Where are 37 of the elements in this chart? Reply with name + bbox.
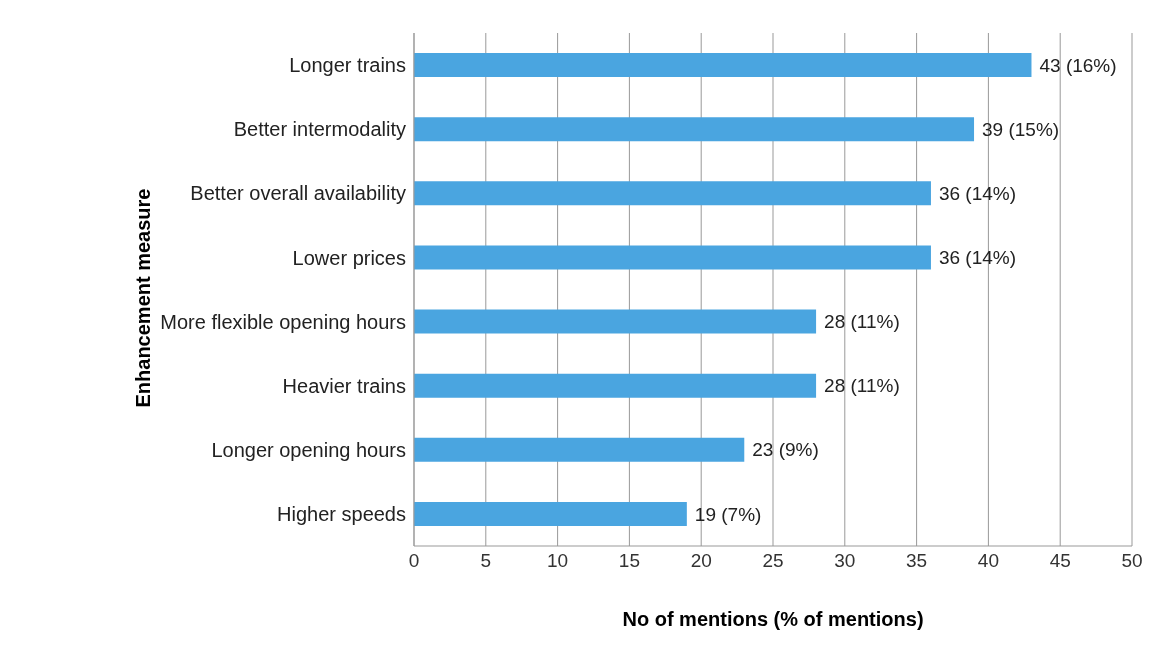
- y-tick-label: Lower prices: [292, 246, 406, 269]
- x-tick-label: 45: [1049, 550, 1071, 572]
- data-label: 19 (7%): [694, 503, 762, 525]
- x-tick-label: 20: [690, 550, 712, 572]
- data-label: 28 (11%): [824, 375, 900, 397]
- x-tick-label: 0: [408, 550, 420, 572]
- y-tick-label: More flexible opening hours: [160, 310, 406, 333]
- x-tick-label: 30: [834, 550, 856, 572]
- x-tick-label: 35: [906, 550, 928, 572]
- data-label: 43 (16%): [1039, 54, 1117, 76]
- data-label: 28 (11%): [824, 311, 900, 333]
- bar: [414, 309, 817, 334]
- bar: [414, 117, 975, 142]
- bar: [414, 501, 687, 526]
- x-tick-label: 40: [977, 550, 999, 572]
- y-tick-label: Better overall availability: [190, 182, 406, 205]
- y-tick-label: Better intermodality: [233, 118, 406, 141]
- bar: [414, 181, 931, 206]
- x-tick-label: 50: [1121, 550, 1143, 572]
- x-tick-label: 15: [618, 550, 640, 572]
- data-label: 39 (15%): [982, 118, 1060, 140]
- y-tick-label: Longer opening hours: [211, 438, 406, 461]
- data-label: 23 (9%): [752, 439, 819, 461]
- data-label: 36 (14%): [938, 247, 1017, 269]
- y-tick-label: Heavier trains: [282, 374, 406, 397]
- data-label: 36 (14%): [938, 182, 1017, 204]
- y-tick-label: Longer trains: [289, 54, 406, 77]
- x-tick-label: 25: [762, 550, 784, 572]
- x-tick-label: 10: [547, 550, 569, 572]
- bar: [414, 437, 745, 462]
- bar: [414, 373, 817, 398]
- x-tick-label: 5: [480, 550, 492, 572]
- y-axis-title: Enhancement measure: [131, 188, 155, 408]
- bar: [414, 53, 1032, 77]
- bar: [414, 245, 931, 270]
- x-axis-title: No of mentions (% of mentions): [621, 608, 925, 631]
- y-tick-label: Higher speeds: [277, 503, 406, 526]
